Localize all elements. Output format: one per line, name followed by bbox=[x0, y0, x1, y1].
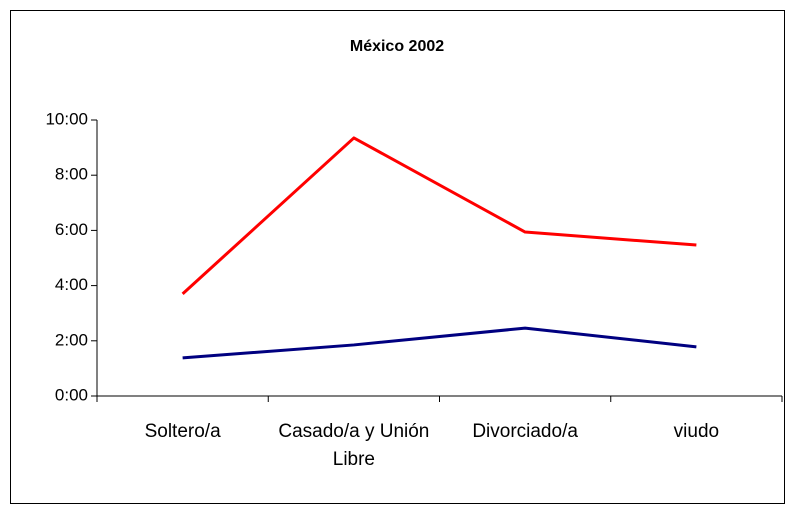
y-tick-label: 4:00 bbox=[55, 275, 88, 294]
y-tick-label: 10:00 bbox=[45, 109, 88, 128]
y-tick-label: 0:00 bbox=[55, 385, 88, 404]
x-tick-label: Divorciado/a bbox=[472, 421, 578, 442]
y-tick-label: 2:00 bbox=[55, 330, 88, 349]
x-tick-label: Soltero/a bbox=[144, 421, 221, 442]
chart-title: México 2002 bbox=[350, 38, 444, 55]
y-tick-label: 8:00 bbox=[55, 165, 88, 184]
y-tick-label: 6:00 bbox=[55, 220, 88, 239]
line-series bbox=[181, 136, 697, 295]
chart-frame bbox=[10, 10, 785, 504]
x-tick-label: viudo bbox=[673, 421, 720, 442]
line-series bbox=[182, 326, 697, 360]
x-tick-label: Casado/a y Unión Libre bbox=[278, 421, 430, 470]
